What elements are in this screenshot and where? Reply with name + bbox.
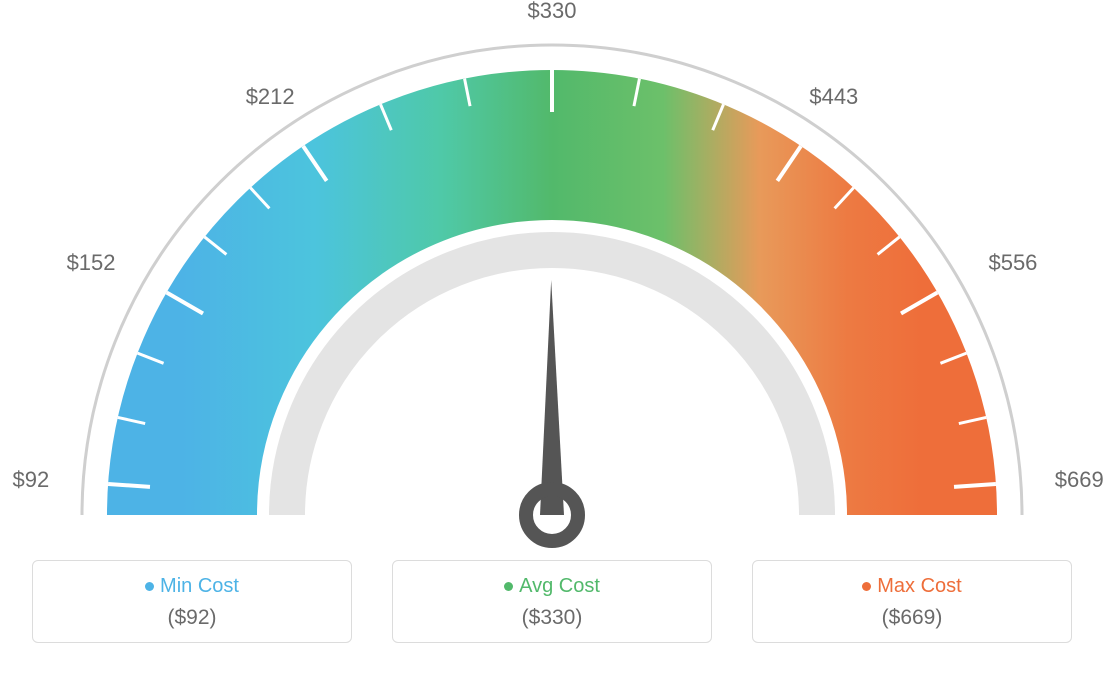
legend-card-max: Max Cost ($669) bbox=[752, 560, 1072, 643]
legend-dot-avg bbox=[504, 582, 513, 591]
legend-value-max: ($669) bbox=[763, 606, 1061, 630]
svg-text:$443: $443 bbox=[809, 84, 858, 109]
legend-title-min: Min Cost bbox=[43, 575, 341, 598]
legend-dot-max bbox=[862, 582, 871, 591]
gauge-svg: $92 $152 $212 $330 $443 $556 $669 bbox=[0, 0, 1104, 560]
legend-row: Min Cost ($92) Avg Cost ($330) Max Cost … bbox=[0, 560, 1104, 643]
svg-text:$669: $669 bbox=[1055, 467, 1104, 492]
legend-title-avg: Avg Cost bbox=[403, 575, 701, 598]
svg-text:$556: $556 bbox=[988, 250, 1037, 275]
gauge-chart: $92 $152 $212 $330 $443 $556 $669 bbox=[0, 0, 1104, 560]
legend-title-min-text: Min Cost bbox=[160, 575, 239, 597]
legend-title-max: Max Cost bbox=[763, 575, 1061, 598]
legend-dot-min bbox=[145, 582, 154, 591]
legend-value-avg: ($330) bbox=[403, 606, 701, 630]
legend-card-avg: Avg Cost ($330) bbox=[392, 560, 712, 643]
svg-text:$152: $152 bbox=[67, 250, 116, 275]
svg-text:$330: $330 bbox=[528, 0, 577, 23]
svg-text:$212: $212 bbox=[246, 84, 295, 109]
legend-value-min: ($92) bbox=[43, 606, 341, 630]
legend-title-max-text: Max Cost bbox=[877, 575, 961, 597]
svg-text:$92: $92 bbox=[13, 467, 50, 492]
legend-title-avg-text: Avg Cost bbox=[519, 575, 600, 597]
legend-card-min: Min Cost ($92) bbox=[32, 560, 352, 643]
